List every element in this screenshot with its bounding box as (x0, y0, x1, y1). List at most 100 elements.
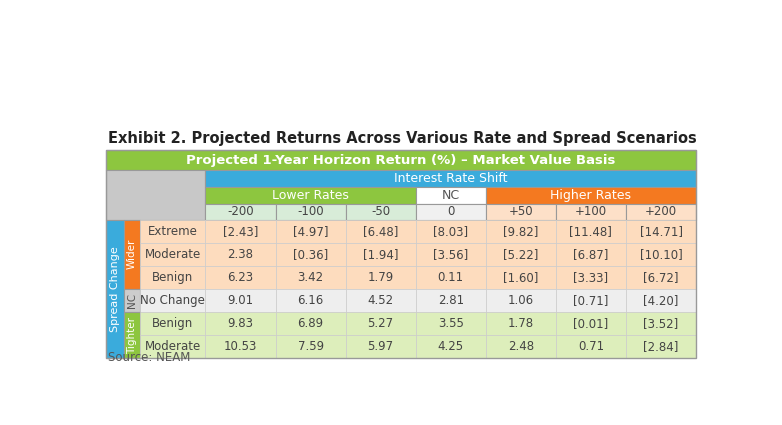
Bar (124, 289, 140, 312)
Bar (206, 335, 275, 358)
Text: [10.10]: [10.10] (640, 248, 683, 261)
Bar (140, 266, 206, 289)
Text: Benign: Benign (152, 317, 193, 330)
Text: 10.53: 10.53 (224, 340, 257, 353)
Bar (416, 220, 486, 243)
Bar (346, 266, 416, 289)
Bar (106, 150, 696, 170)
Bar (346, 220, 416, 243)
Text: NC: NC (442, 189, 460, 202)
Bar (140, 220, 206, 243)
Text: Interest Rate Shift: Interest Rate Shift (394, 172, 508, 185)
Text: [6.72]: [6.72] (644, 271, 679, 284)
Bar (346, 204, 416, 220)
Text: 5.97: 5.97 (368, 340, 394, 353)
Bar (275, 220, 346, 243)
Text: 2.48: 2.48 (508, 340, 534, 353)
Text: [9.82]: [9.82] (503, 225, 539, 238)
Bar (206, 187, 416, 204)
Bar (486, 243, 556, 266)
Text: Source: NEAM: Source: NEAM (108, 351, 190, 364)
Bar (140, 289, 206, 312)
Text: 6.89: 6.89 (297, 317, 324, 330)
Bar (626, 335, 696, 358)
Bar (626, 266, 696, 289)
Bar (206, 312, 275, 335)
Bar (626, 243, 696, 266)
Text: 2.81: 2.81 (438, 294, 464, 307)
Text: [4.20]: [4.20] (644, 294, 679, 307)
Bar (486, 312, 556, 335)
Text: 5.27: 5.27 (368, 317, 394, 330)
Text: NC: NC (127, 293, 137, 308)
Bar (124, 220, 140, 289)
Text: 4.52: 4.52 (368, 294, 394, 307)
Bar (626, 204, 696, 220)
Bar (416, 204, 486, 220)
Bar (206, 170, 696, 187)
Text: [0.36]: [0.36] (293, 248, 328, 261)
Text: [6.48]: [6.48] (363, 225, 398, 238)
Bar (275, 289, 346, 312)
Text: Exhibit 2. Projected Returns Across Various Rate and Spread Scenarios: Exhibit 2. Projected Returns Across Vari… (108, 130, 697, 145)
Bar (140, 312, 206, 335)
Text: 1.06: 1.06 (508, 294, 534, 307)
Text: Projected 1-Year Horizon Return (%) – Market Value Basis: Projected 1-Year Horizon Return (%) – Ma… (186, 154, 615, 167)
Text: 1.78: 1.78 (508, 317, 534, 330)
Bar (206, 220, 275, 243)
Bar (275, 312, 346, 335)
Text: 0.71: 0.71 (578, 340, 604, 353)
Bar (486, 187, 696, 204)
Text: Moderate: Moderate (145, 340, 201, 353)
Bar (416, 187, 486, 204)
Text: [0.01]: [0.01] (573, 317, 608, 330)
Bar (626, 289, 696, 312)
Text: 7.59: 7.59 (297, 340, 324, 353)
Bar (416, 335, 486, 358)
Text: 9.83: 9.83 (228, 317, 253, 330)
Bar (206, 266, 275, 289)
Text: Lower Rates: Lower Rates (272, 189, 349, 202)
Text: 3.42: 3.42 (297, 271, 324, 284)
Text: [5.22]: [5.22] (503, 248, 539, 261)
Text: 3.55: 3.55 (438, 317, 464, 330)
Text: [4.97]: [4.97] (292, 225, 328, 238)
Text: [0.71]: [0.71] (573, 294, 608, 307)
Bar (275, 243, 346, 266)
Bar (346, 335, 416, 358)
Bar (140, 335, 206, 358)
Text: [8.03]: [8.03] (433, 225, 468, 238)
Bar (275, 266, 346, 289)
Text: Higher Rates: Higher Rates (551, 189, 631, 202)
Text: +50: +50 (508, 205, 533, 218)
Text: [3.52]: [3.52] (644, 317, 679, 330)
Text: [6.87]: [6.87] (573, 248, 608, 261)
Bar (124, 312, 140, 358)
Text: Tighter: Tighter (127, 317, 137, 354)
Text: 2.38: 2.38 (228, 248, 253, 261)
Bar (486, 266, 556, 289)
Text: Spread Change: Spread Change (109, 246, 120, 332)
Bar (346, 312, 416, 335)
Bar (416, 243, 486, 266)
Text: 6.16: 6.16 (297, 294, 324, 307)
Text: 9.01: 9.01 (228, 294, 253, 307)
Bar (486, 335, 556, 358)
Bar (626, 312, 696, 335)
Text: Wider: Wider (127, 239, 137, 269)
Bar (275, 335, 346, 358)
Bar (486, 220, 556, 243)
Text: [3.56]: [3.56] (433, 248, 468, 261)
Bar (486, 289, 556, 312)
Bar (556, 312, 626, 335)
Text: -200: -200 (228, 205, 254, 218)
Text: [11.48]: [11.48] (569, 225, 612, 238)
Bar (275, 204, 346, 220)
Bar (416, 289, 486, 312)
Text: +100: +100 (575, 205, 607, 218)
Text: No Change: No Change (140, 294, 205, 307)
Text: Benign: Benign (152, 271, 193, 284)
Bar (626, 220, 696, 243)
Bar (106, 220, 124, 358)
Text: [14.71]: [14.71] (640, 225, 683, 238)
